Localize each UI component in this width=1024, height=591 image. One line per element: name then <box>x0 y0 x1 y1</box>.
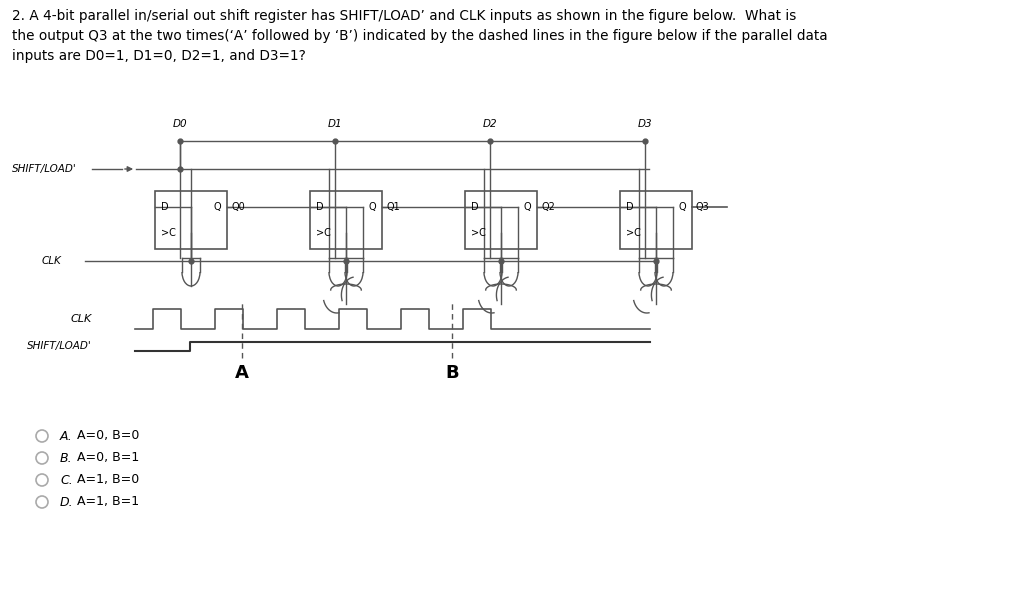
Text: >C: >C <box>626 228 641 238</box>
Text: D: D <box>316 202 324 212</box>
Text: C.: C. <box>60 473 73 486</box>
Text: B: B <box>445 364 459 382</box>
Text: A.: A. <box>60 430 73 443</box>
Text: D: D <box>161 202 169 212</box>
Text: CLK: CLK <box>42 256 61 266</box>
Text: Q0: Q0 <box>231 202 245 212</box>
Text: Q2: Q2 <box>541 202 555 212</box>
Text: D: D <box>626 202 634 212</box>
Text: A=1, B=0: A=1, B=0 <box>77 473 139 486</box>
Text: D3: D3 <box>638 119 652 129</box>
Text: Q1: Q1 <box>386 202 399 212</box>
Text: A: A <box>236 364 249 382</box>
Text: D: D <box>471 202 478 212</box>
Text: CLK: CLK <box>71 314 92 324</box>
Text: SHIFT/LOAD': SHIFT/LOAD' <box>28 341 92 351</box>
Bar <box>620 191 692 249</box>
Bar <box>310 191 382 249</box>
Text: 2. A 4-bit parallel in/serial out shift register has SHIFT/LOAD’ and CLK inputs : 2. A 4-bit parallel in/serial out shift … <box>12 9 797 23</box>
Text: Q: Q <box>523 202 531 212</box>
Text: inputs are D0=1, D1=0, D2=1, and D3=1?: inputs are D0=1, D1=0, D2=1, and D3=1? <box>12 49 306 63</box>
Bar <box>465 191 537 249</box>
Text: Q: Q <box>213 202 221 212</box>
Text: A=0, B=0: A=0, B=0 <box>77 430 139 443</box>
Bar <box>155 191 227 249</box>
Text: >C: >C <box>161 228 176 238</box>
Text: D1: D1 <box>328 119 342 129</box>
Text: B.: B. <box>60 452 73 465</box>
Text: D0: D0 <box>173 119 187 129</box>
Text: D2: D2 <box>482 119 498 129</box>
Text: Q: Q <box>369 202 376 212</box>
Text: SHIFT/LOAD': SHIFT/LOAD' <box>12 164 77 174</box>
Text: A=1, B=1: A=1, B=1 <box>77 495 139 508</box>
Text: >C: >C <box>316 228 331 238</box>
Text: the output Q3 at the two times(‘A’ followed by ‘B’) indicated by the dashed line: the output Q3 at the two times(‘A’ follo… <box>12 29 827 43</box>
Text: A=0, B=1: A=0, B=1 <box>77 452 139 465</box>
Text: Q: Q <box>678 202 686 212</box>
Text: Q3: Q3 <box>696 202 710 212</box>
Text: D.: D. <box>60 495 74 508</box>
Text: >C: >C <box>471 228 485 238</box>
